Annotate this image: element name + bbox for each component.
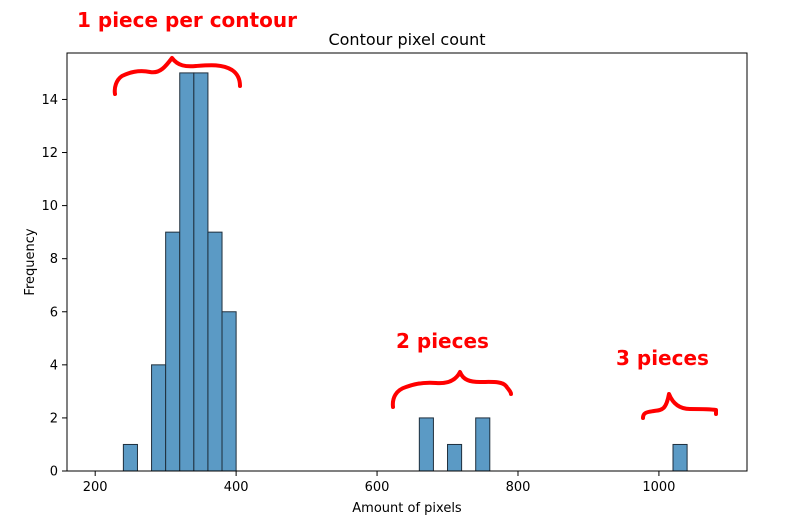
histogram-bar-3 — [179, 72, 195, 472]
brace-one-piece — [112, 56, 242, 96]
histogram-bar-1 — [151, 364, 167, 472]
annotation-three-pieces: 3 pieces — [616, 346, 709, 370]
histogram-bar-5 — [207, 231, 223, 472]
histogram-bar-2 — [165, 231, 181, 472]
y-axis-ticks: 0 2 4 6 8 10 12 14 — [41, 93, 67, 480]
x-tick-label: 400 — [224, 480, 249, 495]
x-axis-ticks: 200 400 600 800 1000 — [83, 471, 675, 495]
histogram-bar-4 — [193, 72, 209, 472]
annotation-one-piece: 1 piece per contour — [77, 8, 297, 32]
y-tick-label: 2 — [50, 411, 58, 426]
y-tick-label: 12 — [41, 146, 58, 161]
x-tick-label: 600 — [365, 480, 390, 495]
histogram-bar-10 — [672, 443, 688, 472]
histogram-bar-7 — [418, 417, 434, 472]
x-axis-label: Amount of pixels — [352, 501, 462, 516]
annotation-two-pieces: 2 pieces — [396, 329, 489, 353]
y-axis-label: Frequency — [23, 228, 38, 295]
x-tick-label: 1000 — [642, 480, 675, 495]
y-tick-label: 4 — [50, 358, 58, 373]
brace-three-pieces — [641, 392, 718, 420]
y-tick-label: 14 — [41, 93, 58, 108]
chart-title: Contour pixel count — [328, 30, 485, 49]
y-tick-label: 10 — [41, 199, 58, 214]
plot-frame — [66, 52, 748, 472]
histogram-bar-6 — [221, 311, 237, 472]
y-tick-label: 6 — [50, 305, 58, 320]
x-tick-label: 800 — [506, 480, 531, 495]
histogram-bar-8 — [447, 443, 463, 472]
x-tick-label: 200 — [83, 480, 108, 495]
histogram-bar-0 — [122, 443, 138, 472]
histogram-bar-9 — [475, 417, 491, 472]
bars-layer — [122, 72, 688, 472]
y-tick-label: 8 — [50, 252, 58, 267]
brace-two-pieces — [390, 370, 513, 409]
y-tick-label: 0 — [50, 465, 58, 480]
